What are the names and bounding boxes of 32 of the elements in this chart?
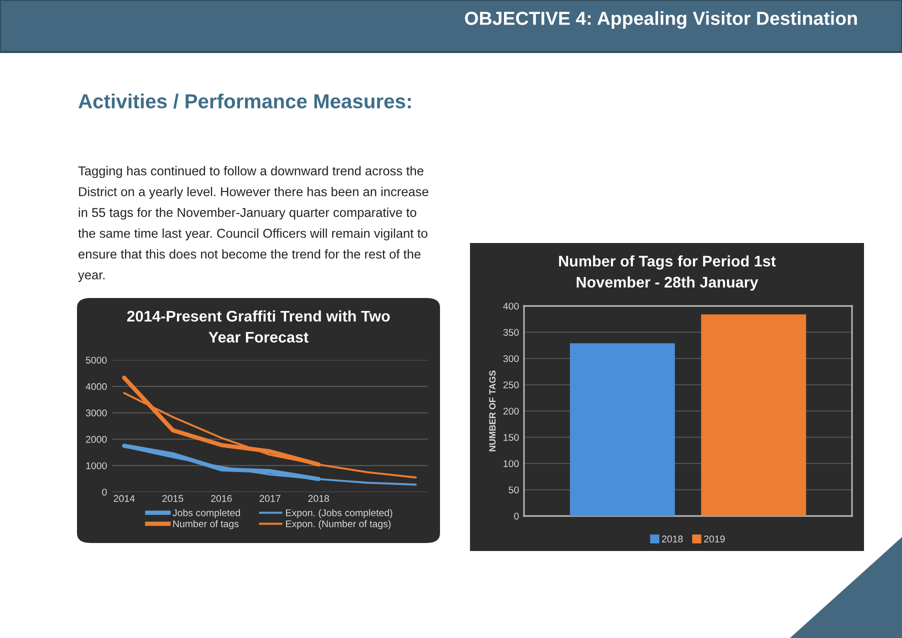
- legend-label: Expon. (Number of tags): [286, 520, 391, 530]
- y-tick-label: 1000: [86, 462, 107, 470]
- y-tick-label: 400: [503, 302, 519, 310]
- chart-title: 2014-Present Graffiti Trend with Two Year Forecast: [127, 310, 390, 343]
- legend-label: Number of tags: [173, 520, 239, 530]
- legend-label: 2018: [662, 536, 683, 542]
- y-tick-label: 5000: [86, 356, 107, 364]
- x-tick-label: 2016: [211, 495, 232, 502]
- x-tick-label: 2017: [260, 495, 280, 502]
- chart-title: Number of Tags for Period 1st November - 28th January: [559, 255, 776, 291]
- text: Activities / Performance Measures:: [78, 94, 411, 109]
- x-tick-label: 2018: [308, 495, 330, 502]
- y-tick-label: 150: [504, 434, 519, 441]
- legend-label: 2019: [704, 536, 725, 542]
- legend-label: Jobs completed: [172, 509, 240, 518]
- y-tick-label: 0: [102, 488, 107, 496]
- y-tick-label: 50: [508, 486, 519, 494]
- y-tick-label: 300: [503, 355, 519, 362]
- y-tick-label: 0: [514, 512, 519, 520]
- y-tick-label: 350: [503, 328, 519, 336]
- text: OBJECTIVE 4: Appealing Visitor Destination: [464, 11, 857, 29]
- y-tick-label: 3000: [86, 410, 107, 416]
- y-axis-title: NUMBER OF TAGS: [489, 370, 496, 452]
- x-tick-label: 2014: [114, 495, 135, 502]
- x-tick-label: 2015: [162, 495, 184, 502]
- y-tick-label: 200: [503, 408, 519, 415]
- text: Tagging has continued to follow a downward trend across the District on a yearly level. However there has been an increase in 55 tags for the November-January quarter comparative to the same time last year. Council Officers will remain vigilant to ensure that this does not become the trend for the rest of the year.: [78, 166, 428, 282]
- y-tick-label: 100: [504, 460, 519, 468]
- y-tick-label: 2000: [86, 436, 107, 443]
- legend-label: Expon. (Jobs completed): [286, 509, 392, 518]
- y-tick-label: 250: [503, 381, 519, 388]
- y-tick-label: 4000: [86, 383, 107, 390]
